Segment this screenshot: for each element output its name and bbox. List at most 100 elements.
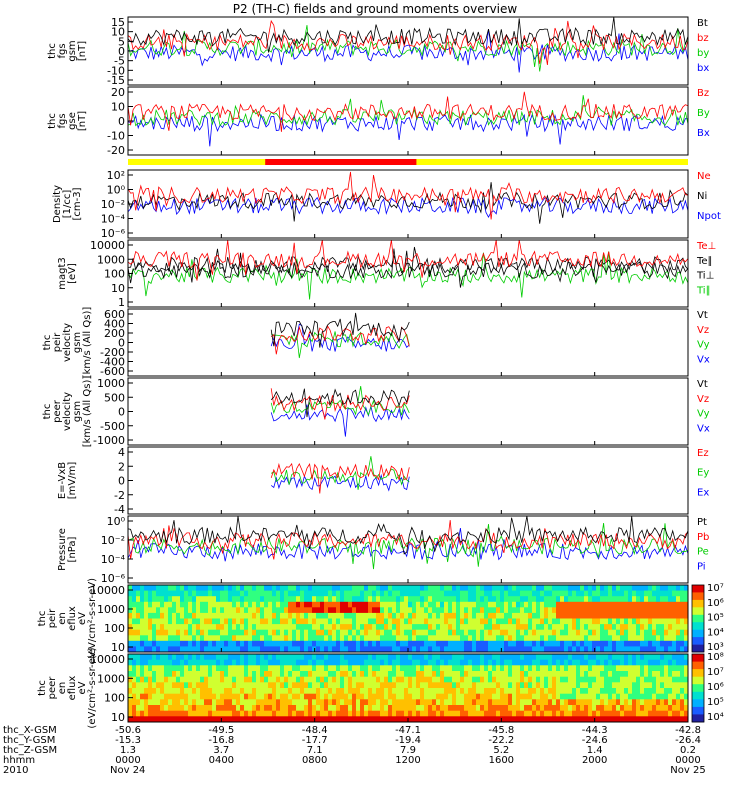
- spectrogram-cell: [676, 585, 681, 591]
- time-axis-value: -50.6: [115, 725, 141, 736]
- spectrogram-cell: [576, 710, 581, 717]
- spectrogram-cell: [556, 682, 561, 689]
- spectrogram-cell: [316, 688, 321, 695]
- spectrogram-cell: [360, 629, 365, 636]
- spectrogram-cell: [188, 676, 193, 683]
- spectrogram-cell: [564, 654, 569, 661]
- spectrogram-cell: [500, 705, 505, 712]
- spectrogram-cell: [604, 688, 609, 695]
- spectrogram-cell: [432, 705, 437, 712]
- spectrogram-cell: [156, 716, 161, 723]
- spectrogram-cell: [460, 646, 465, 653]
- spectrogram-cell: [144, 596, 149, 603]
- spectrogram-cell: [256, 601, 261, 608]
- spectrogram-cell: [164, 618, 169, 625]
- spectrogram-cell: [416, 716, 421, 723]
- spectrogram-cell: [684, 585, 689, 591]
- spectrogram-cell: [172, 629, 177, 636]
- spectrogram-cell: [416, 585, 421, 591]
- spectrogram-cell: [264, 688, 269, 695]
- spectrogram-cell: [684, 640, 689, 647]
- spectrogram-cell: [432, 654, 437, 661]
- spectrogram-cell: [248, 710, 253, 717]
- spectrogram-cell: [632, 618, 637, 625]
- spectrogram-cell: [312, 705, 317, 712]
- spectrogram-cell: [256, 590, 261, 597]
- spectrogram-cell: [572, 624, 577, 631]
- spectrogram-cell: [148, 612, 153, 619]
- spectrogram-cell: [628, 646, 633, 653]
- spectrogram-cell: [540, 596, 545, 603]
- spectrogram-cell: [532, 710, 537, 717]
- spectrogram-cell: [176, 688, 181, 695]
- spectrogram-cell: [596, 693, 601, 700]
- spectrogram-cell: [228, 640, 233, 647]
- spectrogram-cell: [192, 585, 197, 591]
- spectrogram-cell: [284, 618, 289, 625]
- spectrogram-cell: [284, 607, 289, 614]
- time-axis-row-label: thc_Z-GSM: [3, 745, 57, 756]
- spectrogram-cell: [376, 596, 381, 603]
- spectrogram-cell: [460, 699, 465, 706]
- spectrogram-cell: [176, 705, 181, 712]
- spectrogram-cell: [572, 705, 577, 712]
- spectrogram-cell: [288, 635, 293, 642]
- spectrogram-cell: [232, 699, 237, 706]
- spectrogram-cell: [168, 612, 173, 619]
- spectrogram-cell: [540, 688, 545, 695]
- spectrogram-cell: [168, 624, 173, 631]
- spectrogram-cell: [272, 716, 277, 723]
- spectrogram-cell: [532, 654, 537, 661]
- spectrogram-cell: [628, 705, 633, 712]
- spectrogram-cell: [460, 710, 465, 717]
- spectrogram-cell: [516, 601, 521, 608]
- spectrogram-cell: [396, 676, 401, 683]
- spectrogram-cell: [300, 624, 305, 631]
- spectrogram-cell: [308, 640, 313, 647]
- spectrogram-cell: [672, 699, 677, 706]
- spectrogram-cell: [352, 612, 357, 619]
- spectrogram-cell: [212, 585, 217, 591]
- spectrogram-cell: [484, 618, 489, 625]
- spectrogram-cell: [188, 612, 193, 619]
- spectrogram-cell: [532, 624, 537, 631]
- spectrogram-cell: [192, 716, 197, 723]
- spectrogram-cell: [476, 693, 481, 700]
- spectrogram-cell: [368, 671, 373, 678]
- spectrogram-cell: [288, 682, 293, 689]
- spectrogram-cell: [424, 607, 429, 614]
- spectrogram-cell: [648, 629, 653, 636]
- spectrogram-cell: [312, 607, 317, 614]
- spectrogram-cell: [680, 590, 685, 597]
- spectrogram-cell: [452, 612, 457, 619]
- spectrogram-cell: [584, 607, 589, 614]
- spectrogram-cell: [496, 640, 501, 647]
- spectrogram-cell: [660, 710, 665, 717]
- spectrogram-cell: [336, 693, 341, 700]
- spectrogram-cell: [384, 688, 389, 695]
- spectrogram-cell: [184, 665, 189, 672]
- spectrogram-cell: [560, 693, 565, 700]
- spectrogram-cell: [528, 671, 533, 678]
- spectrogram-cell: [340, 629, 345, 636]
- spectrogram-cell: [284, 640, 289, 647]
- spectrogram-cell: [348, 693, 353, 700]
- spectrogram-cell: [200, 612, 205, 619]
- spectrogram-cell: [260, 596, 265, 603]
- spectrogram-cell: [176, 646, 181, 653]
- spectrogram-cell: [624, 618, 629, 625]
- spectrogram-cell: [316, 635, 321, 642]
- colorbar-tick-label: 10⁴: [707, 627, 724, 638]
- ylabel: gsm: [67, 40, 78, 61]
- spectrogram-cell: [384, 596, 389, 603]
- spectrogram-cell: [520, 624, 525, 631]
- spectrogram-cell: [584, 716, 589, 723]
- spectrogram-cell: [372, 671, 377, 678]
- spectrogram-cell: [248, 596, 253, 603]
- spectrogram-cell: [224, 607, 229, 614]
- spectrogram-cell: [136, 601, 141, 608]
- spectrogram-cell: [132, 590, 137, 597]
- spectrogram-cell: [156, 635, 161, 642]
- spectrogram-cell: [316, 607, 321, 614]
- spectrogram-cell: [536, 676, 541, 683]
